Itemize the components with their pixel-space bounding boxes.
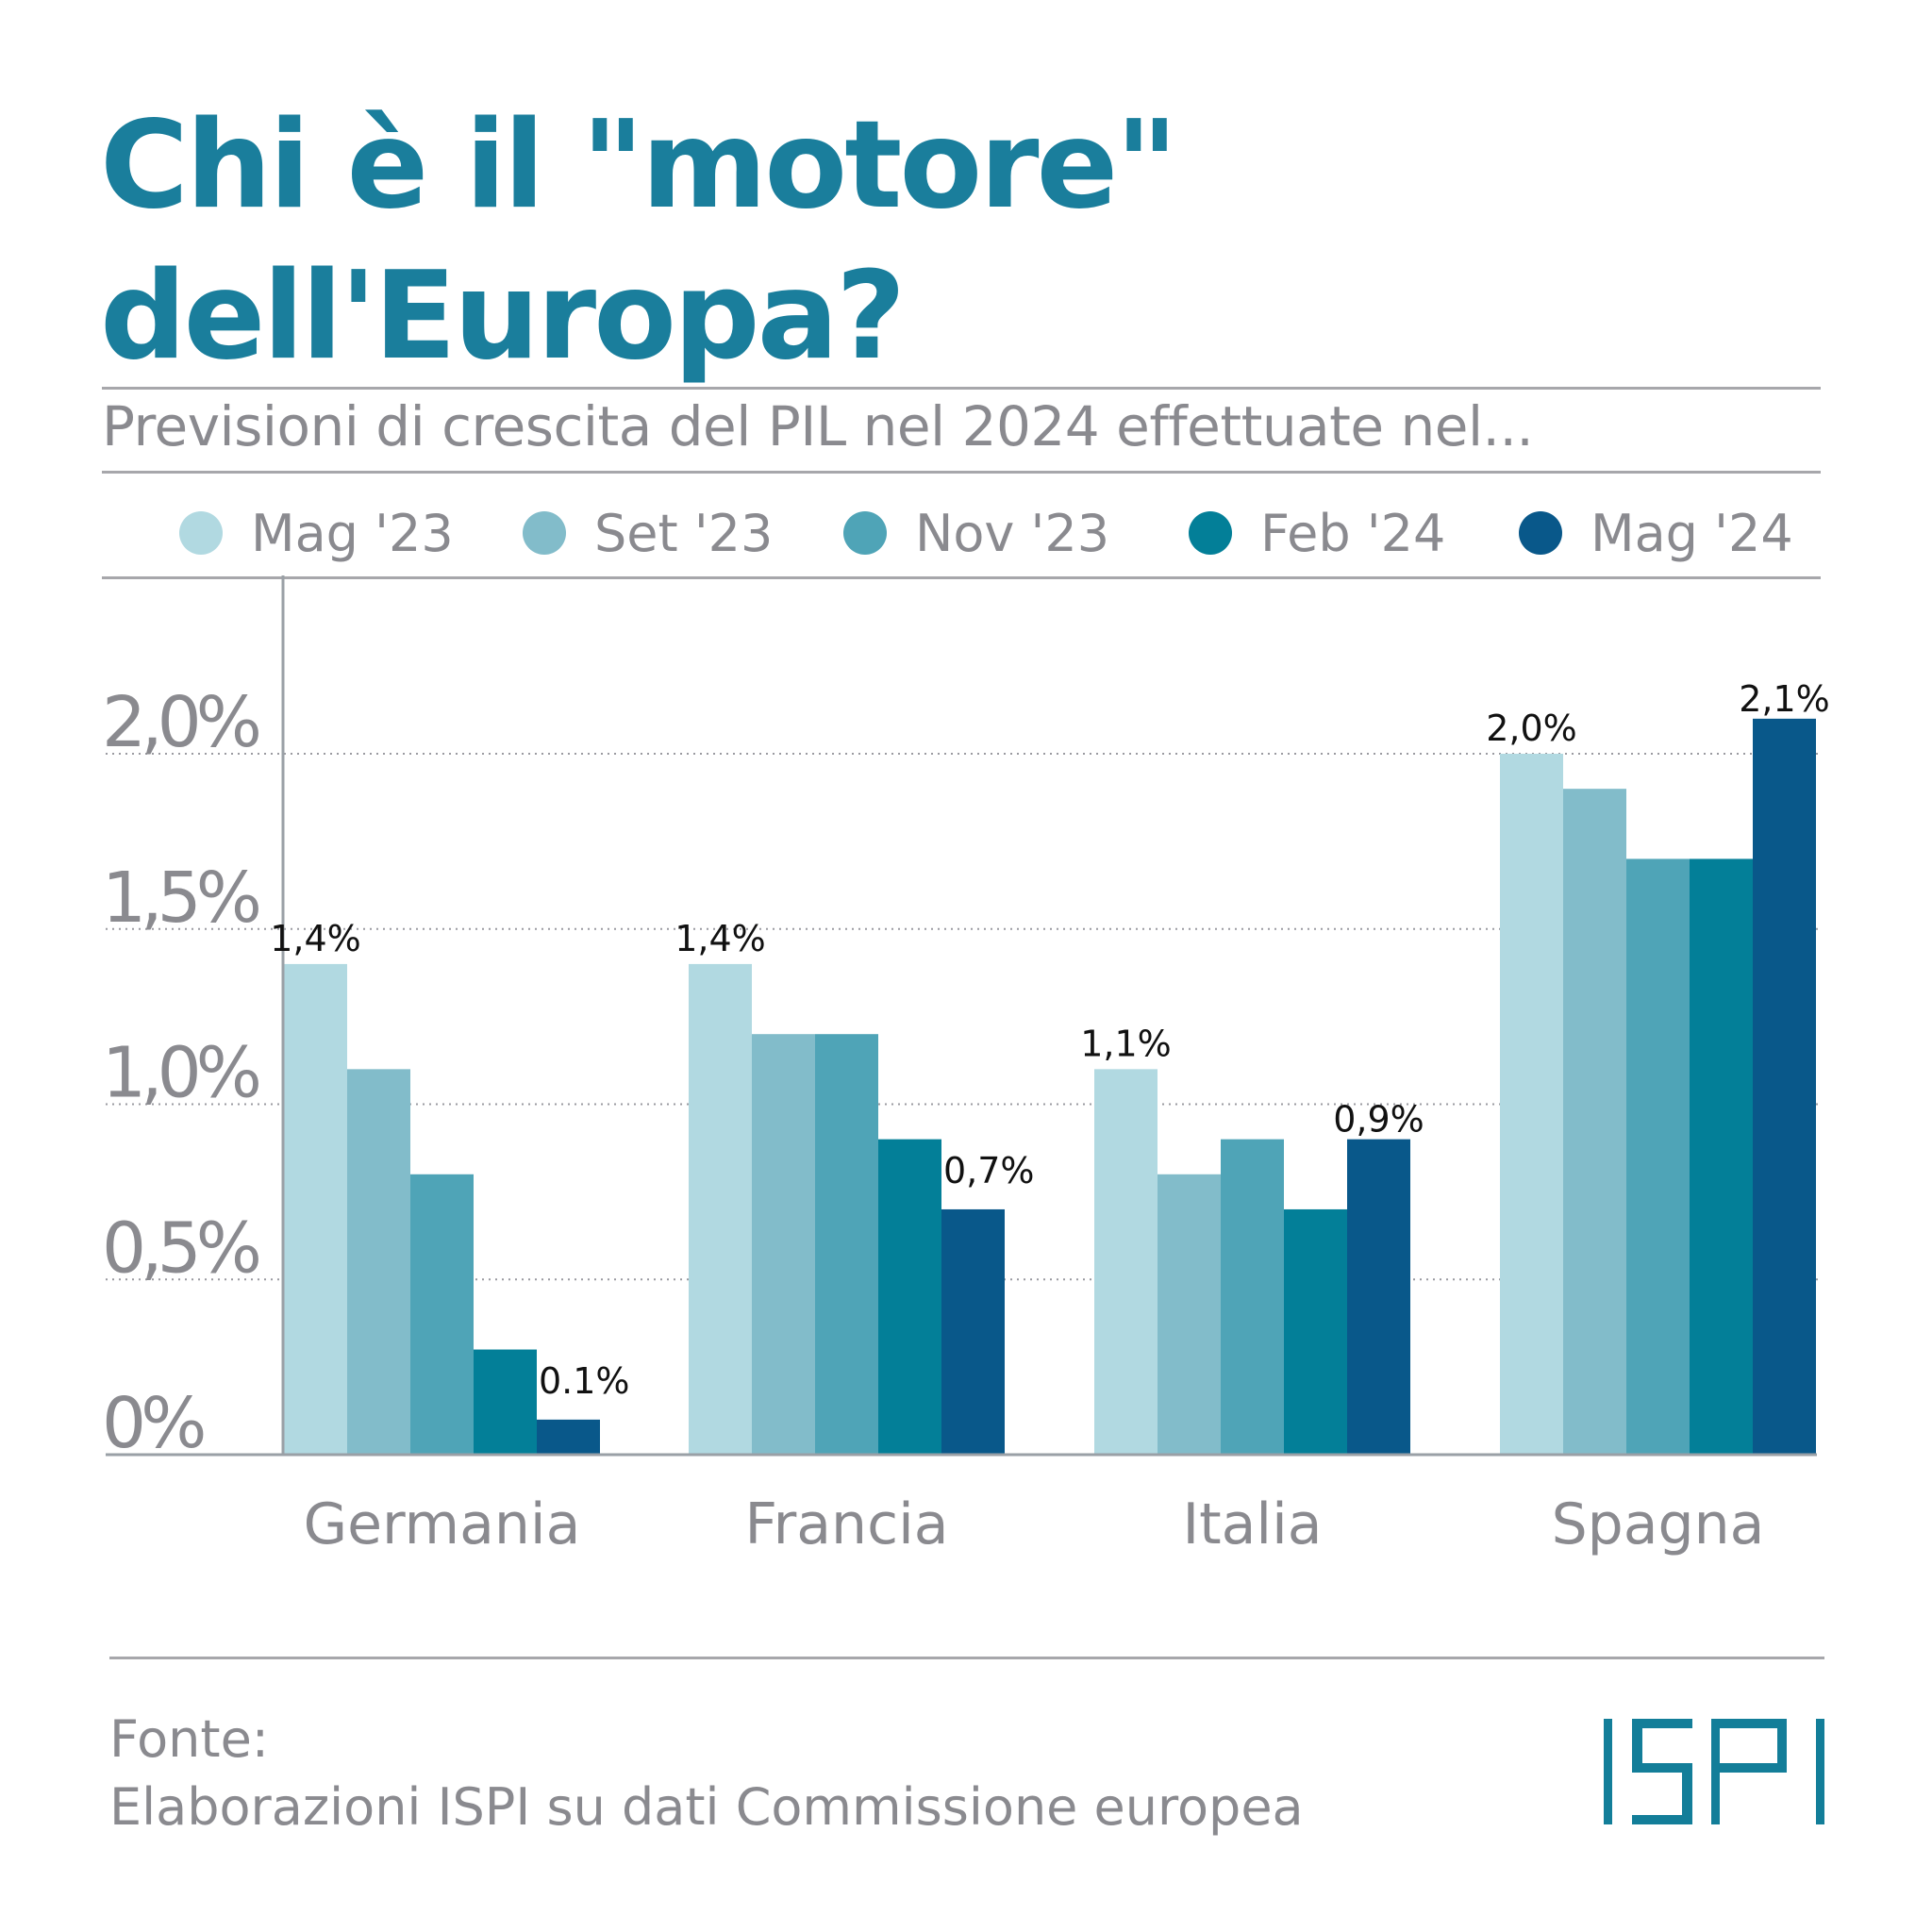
divider-top: [102, 387, 1821, 390]
title-line-1: Chi è il "motore": [100, 95, 1178, 236]
legend-label: Nov '23: [915, 503, 1110, 563]
ispi-logo: ISPI: [1604, 1719, 1824, 1824]
legend-swatch-icon: [1189, 511, 1232, 555]
legend-swatch-icon: [1519, 511, 1562, 555]
legend-label: Feb '24: [1260, 503, 1446, 563]
x-tick-label: Germania: [304, 1491, 581, 1557]
legend-label: Mag '24: [1591, 503, 1793, 563]
bar-germania-3: [474, 1349, 537, 1455]
x-axis-ticks: Germania Francia Italia Spagna: [304, 1491, 1765, 1557]
y-tick-label: 1,5%: [102, 858, 259, 939]
ispi-logo-icon: [1604, 1719, 1824, 1824]
bar-italia-2: [1221, 1139, 1284, 1455]
y-tick-label: 2,0%: [102, 682, 259, 763]
x-tick-label: Francia: [744, 1491, 948, 1557]
data-label: 0,9%: [1333, 1099, 1424, 1141]
bar-spagna-4: [1753, 718, 1816, 1455]
data-label: 1,4%: [270, 918, 361, 959]
bar-italia-1: [1158, 1174, 1221, 1455]
legend-item: Set '23: [523, 491, 773, 575]
source-text: Elaborazioni ISPI su dati Commissione eu…: [109, 1777, 1304, 1837]
data-label: 0.1%: [539, 1360, 630, 1402]
data-label: 1,1%: [1080, 1023, 1172, 1064]
legend-swatch-icon: [843, 511, 887, 555]
bar-francia-1: [752, 1034, 815, 1455]
bar-spagna-2: [1626, 858, 1690, 1455]
bar-germania-2: [410, 1174, 474, 1455]
divider-legend: [102, 576, 1821, 579]
x-tick-label: Italia: [1182, 1491, 1322, 1557]
legend-item: Mag '24: [1519, 491, 1793, 575]
divider-subtitle: [102, 471, 1821, 474]
title-line-2: dell'Europa?: [100, 246, 906, 387]
data-label: 2,1%: [1739, 678, 1830, 720]
legend-label: Mag '23: [251, 503, 454, 563]
divider-footer: [109, 1657, 1824, 1659]
bar-spagna-1: [1563, 789, 1626, 1455]
source-label: Fonte:: [109, 1709, 269, 1769]
bar-francia-3: [878, 1139, 941, 1455]
legend-label: Set '23: [594, 503, 774, 563]
data-label: 1,4%: [675, 918, 766, 959]
bar-germania-4: [537, 1419, 600, 1455]
bar-germania-0: [284, 963, 347, 1455]
legend-item: Feb '24: [1189, 491, 1445, 575]
bar-chart: 0% 0,5% 1,0% 1,5% 2,0% 1,4% 0.1% 1,4% 0,7% 1,1% 0…: [102, 575, 1830, 1557]
bar-spagna-3: [1690, 858, 1753, 1455]
source-note: Fonte: Elaborazioni ISPI su dati Commiss…: [109, 1706, 1304, 1841]
bar-francia-4: [941, 1208, 1005, 1455]
x-tick-label: Spagna: [1552, 1491, 1765, 1557]
data-label: 0,7%: [943, 1150, 1035, 1191]
legend-item: Mag '23: [179, 491, 454, 575]
y-axis-ticks: 0% 0,5% 1,0% 1,5% 2,0%: [102, 682, 265, 1464]
data-labels: 1,4% 0.1% 1,4% 0,7% 1,1% 0,9% 2,0% 2,1%: [270, 678, 1830, 1402]
bar-italia-3: [1284, 1208, 1347, 1455]
bar-spagna-0: [1500, 754, 1563, 1455]
bar-italia-0: [1094, 1069, 1158, 1455]
legend-swatch-icon: [179, 511, 223, 555]
y-tick-label: 0,5%: [102, 1208, 259, 1289]
legend-swatch-icon: [523, 511, 566, 555]
chart-subtitle: Previsioni di crescita del PIL nel 2024 …: [102, 394, 1534, 458]
bar-francia-0: [689, 963, 752, 1455]
y-tick-label: 1,0%: [102, 1033, 259, 1114]
bar-germania-1: [347, 1069, 410, 1455]
bars: [284, 718, 1816, 1455]
legend-item: Nov '23: [843, 491, 1109, 575]
legend: Mag '23 Set '23 Nov '23 Feb '24 Mag '24: [102, 491, 1821, 575]
bar-italia-4: [1347, 1139, 1410, 1455]
data-label: 2,0%: [1486, 708, 1577, 749]
bar-francia-2: [815, 1034, 878, 1455]
chart-title: Chi è il "motore" dell'Europa?: [100, 91, 1178, 392]
y-tick-label: 0%: [102, 1383, 204, 1464]
